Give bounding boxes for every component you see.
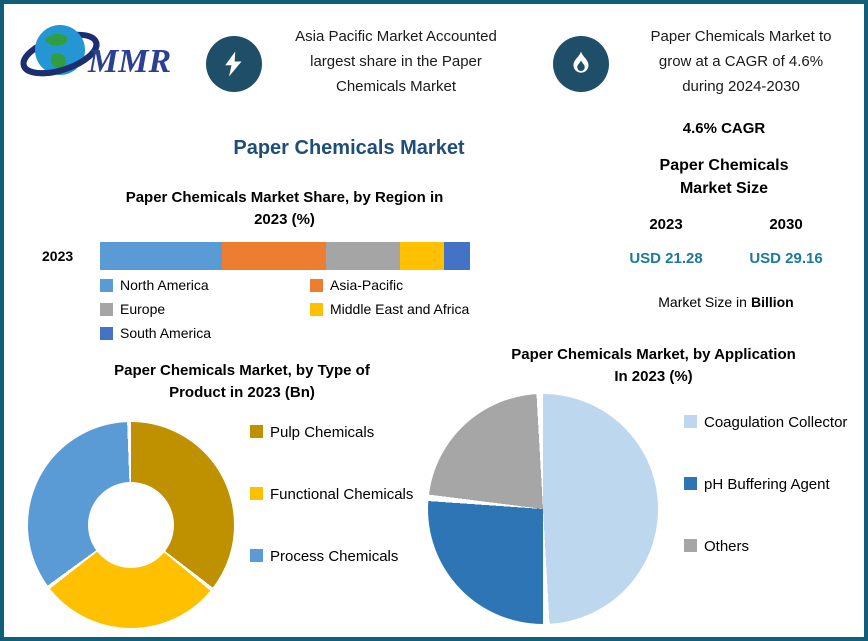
globe-land-south	[50, 53, 67, 68]
market-size-table: 2023 USD 21.28 2030 USD 29.16	[606, 216, 846, 267]
product-chart-title: Paper Chemicals Market, by Type of Produ…	[57, 360, 427, 404]
market-size-unit-note: Market Size in Billion	[614, 294, 838, 310]
market-size-value-2023: USD 21.28	[629, 250, 703, 267]
market-size-value-2030: USD 29.16	[749, 250, 823, 267]
product-legend: Pulp Chemicals Functional Chemicals Proces…	[250, 422, 430, 608]
market-size-col-2023: 2023 USD 21.28	[606, 216, 726, 267]
legend-item: South America	[100, 324, 310, 343]
mmr-logo: MMR	[20, 25, 171, 80]
legend-swatch	[684, 415, 697, 428]
legend-label: pH Buffering Agent	[704, 476, 830, 493]
legend-item: Pulp Chemicals	[250, 422, 430, 444]
legend-label: Others	[704, 538, 750, 555]
application-pie	[428, 394, 658, 624]
market-size-heading: Paper Chemicals Market Size	[624, 154, 824, 200]
callout-line: during 2024-2030	[682, 78, 800, 95]
application-chart-title: Paper Chemicals Market, by Application I…	[466, 344, 841, 388]
callout-cagr: Paper Chemicals Market to grow at a CAGR…	[626, 24, 856, 99]
legend-label: North America	[120, 277, 209, 293]
legend-label: Process Chemicals	[270, 548, 399, 565]
page-title: Paper Chemicals Market	[233, 137, 465, 159]
legend-swatch	[100, 327, 113, 340]
application-chart-title-line: Paper Chemicals Market, by Application	[511, 346, 796, 363]
callout-line: Asia Pacific Market Accounted	[295, 28, 497, 45]
callout-line: Chemicals Market	[335, 78, 457, 95]
market-size-col-2030: 2030 USD 29.16	[726, 216, 846, 267]
region-bar-row: 2023	[42, 242, 474, 270]
legend-swatch	[684, 539, 697, 552]
unit-note-bold: Billion	[750, 294, 794, 310]
highlight-badge	[206, 36, 262, 92]
flame-icon	[573, 51, 589, 73]
year-label: 2030	[769, 216, 803, 233]
callout-line: Paper Chemicals Market to	[650, 28, 832, 45]
market-size-heading-line: Market Size	[679, 180, 769, 197]
legend-swatch	[250, 549, 263, 562]
bar-segment-south-america	[444, 242, 470, 270]
product-donut	[28, 422, 234, 628]
legend-label: South America	[120, 325, 212, 341]
legend-swatch	[100, 279, 113, 292]
legend-label: Pulp Chemicals	[270, 424, 375, 441]
legend-item: Middle East and Africa	[310, 300, 500, 319]
product-chart-title-line: Paper Chemicals Market, by Type of	[114, 362, 370, 379]
donut-hole	[88, 482, 174, 568]
application-legend: Coagulation Collector pH Buffering Agent O…	[684, 412, 856, 598]
region-chart-title-line: Paper Chemicals Market Share, by Region …	[125, 189, 444, 206]
legend-label: Coagulation Collector	[704, 414, 848, 431]
legend-label: Middle East and Africa	[330, 301, 470, 317]
region-bar	[100, 242, 470, 270]
legend-swatch	[100, 303, 113, 316]
year-label: 2023	[649, 216, 683, 233]
cagr-value: 4.6% CAGR	[682, 120, 766, 137]
callout-line: largest share in the Paper	[310, 53, 482, 70]
legend-swatch	[310, 279, 323, 292]
legend-label: Functional Chemicals	[270, 486, 414, 503]
globe-orbit-front	[21, 41, 100, 77]
bar-segment-north-america	[100, 242, 223, 270]
product-chart-title-line: Product in 2023 (Bn)	[169, 384, 315, 401]
legend-item: pH Buffering Agent	[684, 474, 856, 496]
logo-text: MMR	[87, 43, 171, 80]
bar-segment-middle-east-and-africa	[399, 242, 445, 270]
callout-line: grow at a CAGR of 4.6%	[658, 53, 824, 70]
globe-land-north	[45, 33, 68, 46]
callout-asia-pacific: Asia Pacific Market Accounted largest sh…	[267, 24, 525, 99]
lightning-icon	[225, 51, 242, 77]
legend-label: Europe	[120, 301, 166, 317]
legend-swatch	[250, 487, 263, 500]
legend-swatch	[684, 477, 697, 490]
region-bar-category: 2023	[42, 248, 74, 264]
bar-segment-europe	[325, 242, 400, 270]
growth-badge	[553, 36, 609, 92]
application-chart-title-line: In 2023 (%)	[614, 368, 693, 385]
legend-item: Functional Chemicals	[250, 484, 430, 506]
legend-label: Asia-Pacific	[330, 277, 404, 293]
region-chart-title: Paper Chemicals Market Share, by Region …	[92, 187, 477, 231]
legend-item: Asia-Pacific	[310, 276, 500, 295]
legend-swatch	[310, 303, 323, 316]
region-chart-title-line: 2023 (%)	[254, 211, 315, 228]
market-size-heading-line: Paper Chemicals	[659, 157, 789, 174]
region-legend: North America Asia-Pacific Europe Middle Ea…	[100, 276, 500, 343]
legend-item: Europe	[100, 300, 310, 319]
bar-segment-asia-pacific	[222, 242, 326, 270]
legend-swatch	[250, 425, 263, 438]
legend-item: Others	[684, 536, 856, 558]
unit-note-prefix: Market Size in	[658, 294, 747, 310]
legend-item: Process Chemicals	[250, 546, 430, 568]
legend-item: Coagulation Collector	[684, 412, 856, 434]
legend-item: North America	[100, 276, 310, 295]
